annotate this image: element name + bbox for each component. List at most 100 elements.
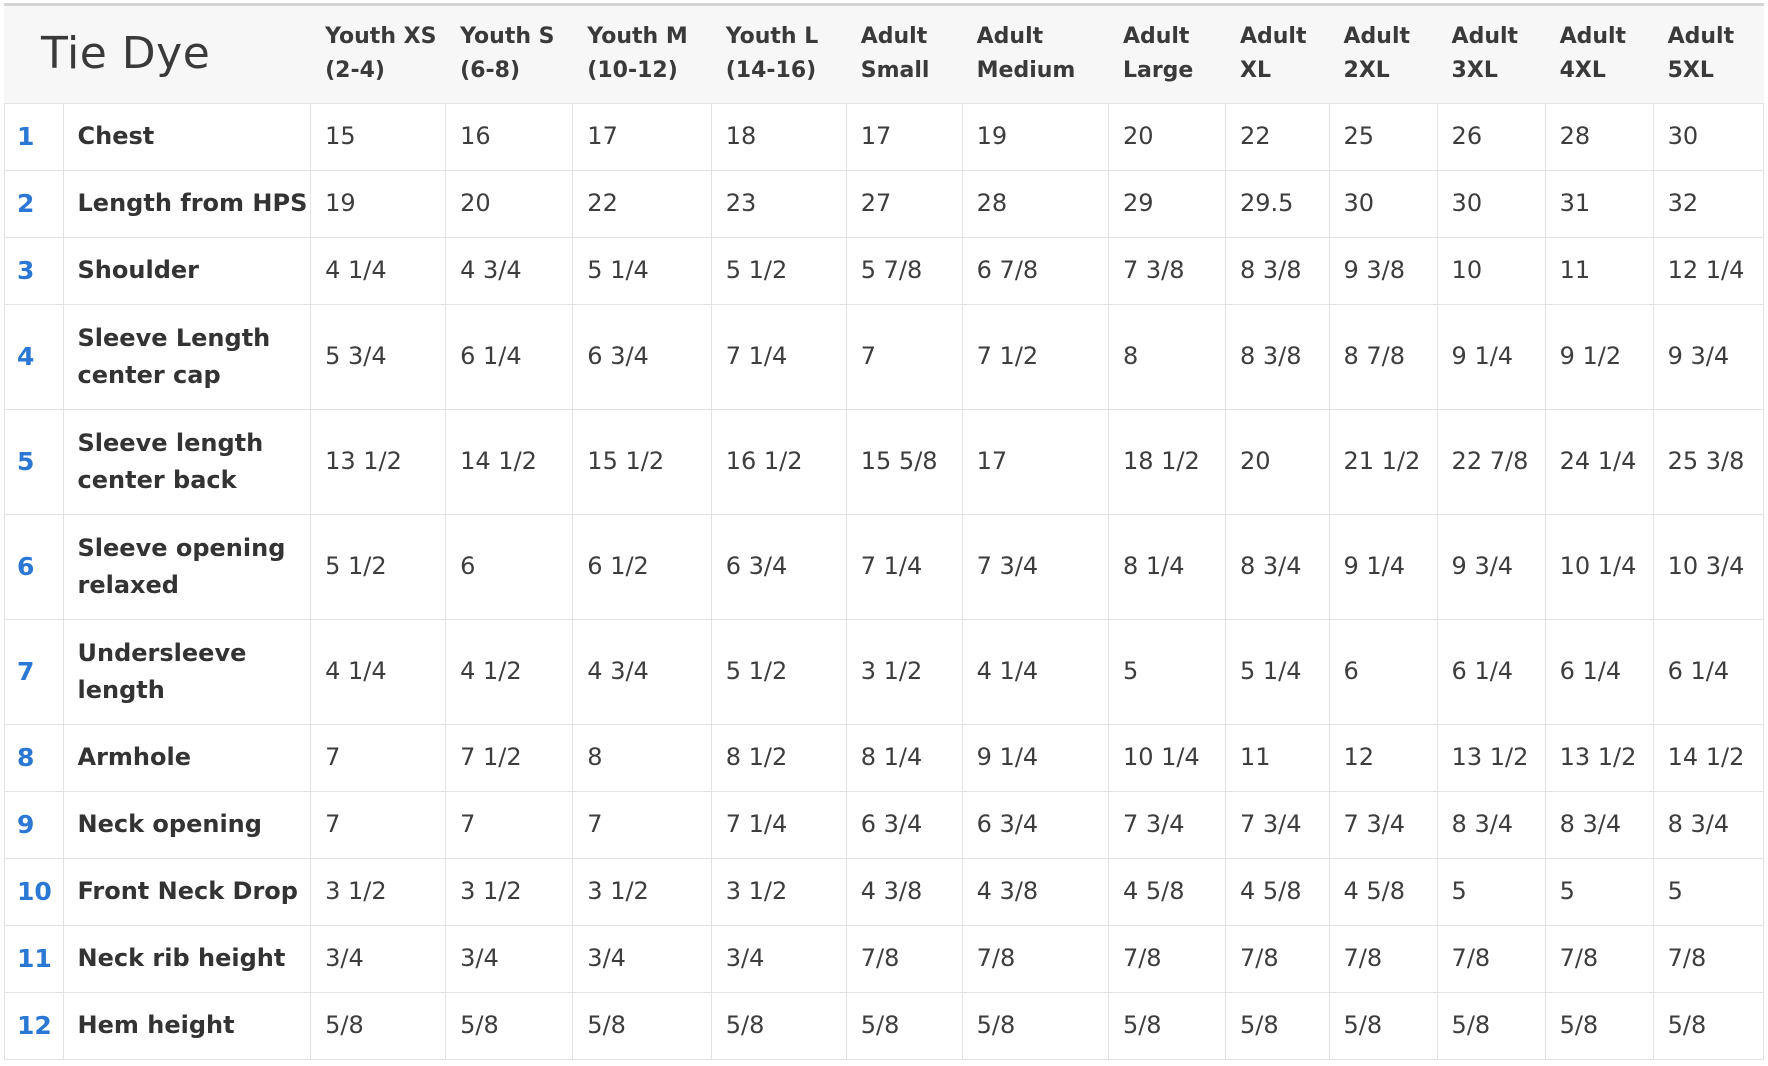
measurement-value: 18 <box>710 102 847 171</box>
measurement-value: 30 <box>1436 169 1546 238</box>
table-row: 2 Length from HPS 19 20 22 23 27 28 29 29.5 30 30 31… <box>4 169 1765 238</box>
measurement-label: Undersleeve length <box>62 618 312 725</box>
measurement-value: 5/8 <box>1652 991 1765 1060</box>
measurement-value: 24 1/4 <box>1544 408 1654 515</box>
measurement-value: 32 <box>1652 169 1765 238</box>
measurement-value: 16 1/2 <box>710 408 847 515</box>
measurement-value: 5 <box>1436 857 1546 926</box>
measurement-label-line: Hem height <box>77 1011 235 1039</box>
measurement-value: 5/8 <box>845 991 963 1060</box>
size-header-line-1: Youth XS <box>325 24 437 50</box>
measurement-value: 5/8 <box>1107 991 1226 1060</box>
measurement-value: 7 <box>445 790 574 859</box>
row-number: 1 <box>4 102 64 171</box>
measurement-value: 5 1/2 <box>710 236 847 305</box>
row-number: 6 <box>4 513 64 620</box>
measurement-value: 5/8 <box>961 991 1109 1060</box>
measurement-value: 12 <box>1328 723 1438 792</box>
size-header-line-2: (14-16) <box>725 58 817 84</box>
row-number: 5 <box>4 408 64 515</box>
measurement-value: 22 7/8 <box>1436 408 1546 515</box>
size-column-header: Youth S (6-8) <box>445 6 574 104</box>
measurement-value: 7 3/4 <box>1107 790 1226 859</box>
measurement-value: 27 <box>845 169 963 238</box>
measurement-label: Neck opening <box>62 790 312 859</box>
measurement-value: 25 3/8 <box>1652 408 1765 515</box>
measurement-value: 18 1/2 <box>1107 408 1226 515</box>
measurement-value: 9 1/2 <box>1544 303 1654 410</box>
measurement-value: 3 1/2 <box>710 857 847 926</box>
row-number: 9 <box>4 790 64 859</box>
measurement-value: 5/8 <box>710 991 847 1060</box>
measurement-label: Front Neck Drop <box>62 857 312 926</box>
size-header-line-2: (10-12) <box>587 58 678 84</box>
measurement-value: 8 7/8 <box>1328 303 1438 410</box>
measurement-value: 7 <box>310 723 447 792</box>
measurement-value: 3/4 <box>710 924 847 993</box>
measurement-value: 6 1/4 <box>445 303 574 410</box>
measurement-value: 21 1/2 <box>1328 408 1438 515</box>
size-header-line-2: (6-8) <box>460 58 520 84</box>
measurement-label-line: relaxed <box>77 570 179 599</box>
measurement-value: 5 <box>1107 618 1226 725</box>
measurement-value: 6 3/4 <box>845 790 963 859</box>
table-row: 3 Shoulder 4 1/4 4 3/4 5 1/4 5 1/2 5 7/8 6 7/8 7… <box>4 236 1765 305</box>
measurement-label-line: Shoulder <box>77 256 199 284</box>
measurement-value: 6 3/4 <box>710 513 847 620</box>
size-header-line-2: Medium <box>976 58 1076 84</box>
measurement-value: 10 1/4 <box>1107 723 1226 792</box>
row-number: 4 <box>4 303 64 410</box>
measurement-value: 7 3/4 <box>1224 790 1330 859</box>
measurement-value: 7/8 <box>1224 924 1330 993</box>
measurement-value: 7 <box>572 790 712 859</box>
size-column-header: Adult Small <box>845 6 963 104</box>
measurement-value: 16 <box>445 102 574 171</box>
measurement-value: 15 1/2 <box>572 408 712 515</box>
size-header-line-1: Youth M <box>587 24 688 50</box>
top-rule <box>4 3 1764 6</box>
measurement-value: 7 1/2 <box>445 723 574 792</box>
size-column-header: Adult 3XL <box>1436 6 1546 104</box>
size-column-header: Adult 2XL <box>1328 6 1438 104</box>
measurement-value: 13 1/2 <box>1544 723 1654 792</box>
row-number: 2 <box>4 169 64 238</box>
measurement-label: Chest <box>62 102 312 171</box>
measurement-label-line: center cap <box>77 360 221 389</box>
measurement-value: 5 1/2 <box>710 618 847 725</box>
measurement-value: 6 3/4 <box>961 790 1109 859</box>
measurement-value: 7/8 <box>845 924 963 993</box>
measurement-label-line: length <box>77 675 165 704</box>
measurement-value: 9 3/4 <box>1652 303 1765 410</box>
measurement-value: 15 5/8 <box>845 408 963 515</box>
table-row: 10 Front Neck Drop 3 1/2 3 1/2 3 1/2 3 1/2 4 3… <box>4 857 1765 926</box>
size-header-line-1: Adult <box>1239 24 1307 50</box>
measurement-value: 8 <box>1107 303 1226 410</box>
size-header-line-1: Adult <box>1122 24 1190 50</box>
measurement-value: 3/4 <box>572 924 712 993</box>
measurement-value: 5 <box>1652 857 1765 926</box>
measurement-value: 7 1/4 <box>845 513 963 620</box>
size-header-line-1: Adult <box>1667 24 1735 50</box>
size-header-line-1: Youth L <box>725 24 819 50</box>
measurement-value: 4 5/8 <box>1224 857 1330 926</box>
table-row: 6 Sleeve opening relaxed 5 1/2 6 6 1/2 6 3/4 7 … <box>4 513 1765 620</box>
measurement-value: 8 3/8 <box>1224 236 1330 305</box>
measurement-value: 22 <box>1224 102 1330 171</box>
measurement-label: Armhole <box>62 723 312 792</box>
measurement-value: 6 1/4 <box>1544 618 1654 725</box>
size-column-header: Youth M (10-12) <box>572 6 712 104</box>
measurement-value: 14 1/2 <box>445 408 574 515</box>
row-number: 12 <box>4 991 64 1060</box>
measurement-value: 6 <box>445 513 574 620</box>
row-number: 8 <box>4 723 64 792</box>
measurement-value: 3/4 <box>310 924 447 993</box>
measurement-value: 15 <box>310 102 447 171</box>
measurement-value: 29 <box>1107 169 1226 238</box>
size-header-line-1: Youth S <box>460 24 555 50</box>
measurement-value: 5/8 <box>572 991 712 1060</box>
size-chart-table: Tie Dye Youth XS (2-4) Youth S (6-8) Youth M… <box>3 6 1765 1060</box>
measurement-value: 7/8 <box>1436 924 1546 993</box>
measurement-value: 6 1/4 <box>1436 618 1546 725</box>
measurement-value: 28 <box>1544 102 1654 171</box>
table-row: 12 Hem height 5/8 5/8 5/8 5/8 5/8 5/8 5/8 5/8 5/8 5… <box>4 991 1765 1060</box>
